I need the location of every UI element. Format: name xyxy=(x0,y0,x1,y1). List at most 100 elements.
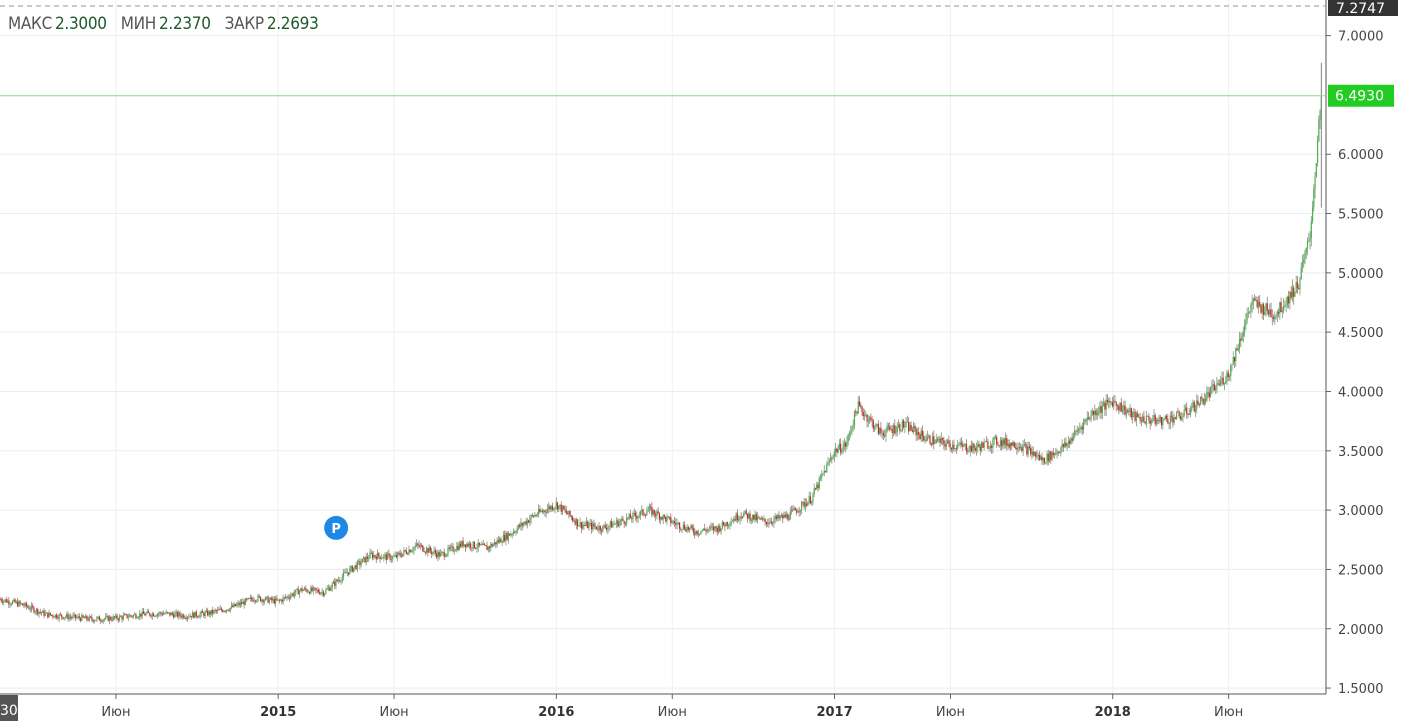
candle-body xyxy=(822,473,824,475)
candle-body xyxy=(1225,380,1227,383)
candle-body xyxy=(641,509,643,512)
candle-body xyxy=(902,420,905,428)
candle-body xyxy=(472,541,474,549)
y-tick-label: 5.0000 xyxy=(1338,267,1384,282)
candle-body xyxy=(282,597,284,602)
candle-body xyxy=(238,603,240,606)
candle-body xyxy=(301,588,303,592)
candle-body xyxy=(334,581,336,586)
candle-body xyxy=(594,526,596,528)
candle-body xyxy=(1025,444,1027,446)
candle-body xyxy=(788,519,790,521)
candle-body xyxy=(872,420,874,429)
candle-body xyxy=(164,613,166,615)
candle-body xyxy=(1119,402,1121,411)
candle-body xyxy=(340,580,342,582)
candle-body xyxy=(631,518,633,520)
candle-body xyxy=(398,552,400,554)
candle-body xyxy=(125,614,127,616)
candle-body xyxy=(587,521,589,529)
event-marker-label[interactable]: P xyxy=(331,522,341,537)
candle-body xyxy=(497,540,499,543)
candle-body xyxy=(459,543,462,547)
candle-body xyxy=(897,424,900,427)
candle-body xyxy=(217,609,219,611)
candle-body xyxy=(347,572,350,575)
candle-body xyxy=(1285,304,1287,306)
candle-body xyxy=(697,533,700,535)
candle-body xyxy=(744,510,746,514)
candle-body xyxy=(673,521,676,523)
candle-body xyxy=(739,516,741,520)
candle-body xyxy=(6,600,9,603)
candle-body xyxy=(970,445,973,452)
candle-body xyxy=(566,512,569,515)
candle-body xyxy=(38,611,40,615)
candle-body xyxy=(418,544,420,547)
candle-body xyxy=(205,610,207,613)
candle-body xyxy=(602,525,604,532)
candle-body xyxy=(69,616,72,618)
candle-body xyxy=(1220,380,1222,385)
candle-body xyxy=(636,516,638,519)
candle-body xyxy=(648,506,650,511)
candle-body xyxy=(1104,402,1106,410)
candle-body xyxy=(821,474,823,478)
candle-body xyxy=(355,565,357,570)
candle-body xyxy=(1004,438,1007,445)
candle-body xyxy=(327,587,330,589)
candle-body xyxy=(127,617,129,618)
candle-body xyxy=(470,543,472,548)
candle-body xyxy=(47,612,49,618)
candle-body xyxy=(212,609,214,614)
candle-body xyxy=(151,613,153,617)
candle-body xyxy=(1011,442,1013,446)
candle-body xyxy=(184,617,186,619)
candle-body xyxy=(1207,392,1209,394)
candle-body xyxy=(861,406,863,413)
candle-body xyxy=(955,448,958,450)
candle-body xyxy=(930,443,932,445)
x-tick-label: Июн xyxy=(101,705,130,720)
candle-body xyxy=(1082,421,1085,430)
candle-body xyxy=(315,588,317,590)
candle-body xyxy=(379,556,381,560)
candle-body xyxy=(860,405,862,407)
candle-body xyxy=(308,591,311,594)
candle-body xyxy=(655,514,657,517)
candle-body xyxy=(1031,451,1033,455)
candle-body xyxy=(682,524,684,530)
candle-body xyxy=(772,522,774,524)
candle-body xyxy=(687,527,689,530)
candle-body xyxy=(266,596,268,598)
candle-body xyxy=(1255,299,1257,301)
candle-body xyxy=(972,443,974,452)
candle-body xyxy=(573,520,575,521)
candle-body xyxy=(150,615,152,617)
candle-body xyxy=(1171,415,1173,417)
candle-body xyxy=(214,610,216,612)
candle-body xyxy=(443,552,445,557)
candle-body xyxy=(365,556,367,563)
candle-body xyxy=(254,600,257,602)
candle-body xyxy=(734,519,736,521)
candle-body xyxy=(1304,251,1306,260)
candle-body xyxy=(663,514,666,517)
candle-body xyxy=(1187,413,1189,415)
event-marker[interactable] xyxy=(324,515,349,540)
candle-body xyxy=(407,553,409,555)
candle-body xyxy=(612,523,614,528)
candle-body xyxy=(439,553,442,557)
candle-body xyxy=(614,523,616,525)
candle-body xyxy=(887,425,890,427)
candle-body xyxy=(97,616,99,618)
candle-body xyxy=(748,513,750,519)
candle-body xyxy=(925,439,927,441)
candle-body xyxy=(1021,447,1023,451)
candle-body xyxy=(651,506,653,515)
candle-body xyxy=(677,522,679,524)
candle-body xyxy=(293,593,296,596)
candle-body xyxy=(931,436,934,445)
y-tick-label: 4.5000 xyxy=(1338,326,1384,341)
